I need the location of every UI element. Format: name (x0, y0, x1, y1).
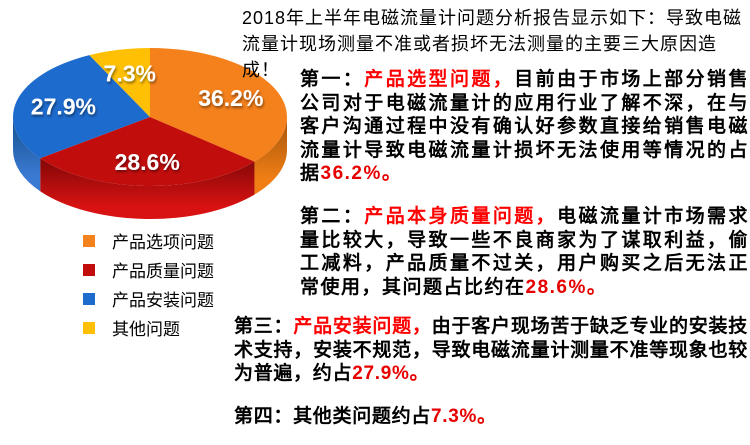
pie-slice (150, 48, 287, 162)
pie-slice-wall (40, 158, 255, 219)
report-title: 2018年上半年电磁流量计问题分析报告显示如下：导致电磁 流量计现场测量不准或者… (242, 5, 748, 83)
pie-value-label: 28.6% (115, 149, 180, 175)
text-segment: 产品安装问题， (293, 316, 432, 337)
legend-item: 产品质量问题 (83, 255, 214, 284)
text-segment: 由于客户现场苦于缺乏专业的安装技术支持，安装不规范，导致电磁流量计测量不准等现象… (234, 316, 749, 384)
pie-value-label: 7.3% (104, 60, 156, 86)
text-segment: 电磁流量计市场需求量比较大，导致一些不良商家为了谋取利益，偷工减料，产品质量不过… (300, 206, 749, 298)
paragraph-reason-3: 第三：产品安装问题，由于客户现场苦于缺乏专业的安装技术支持，安装不规范，导致电磁… (234, 315, 748, 386)
legend-label: 产品安装问题 (112, 291, 214, 310)
legend-label: 其他问题 (112, 320, 180, 339)
report-title-line1: 2018年上半年电磁流量计问题分析报告显示如下：导致电磁 (242, 8, 743, 28)
legend-swatch-blue (83, 292, 95, 305)
report-title-line2: 流量计现场测量不准或者损坏无法测量的主要三大原因造成！ (242, 34, 717, 80)
chart-legend: 产品选项问题 产品质量问题 产品安装问题 其他问题 (83, 226, 214, 342)
text-segment: 目前由于市场上部分销售公司对于电磁流量计的应用行业了解不深，在与客户沟通过程中没… (300, 69, 749, 184)
paragraph-reason-4: 第四：其他类问题约占7.3%。 (234, 405, 748, 429)
text-segment: 36.2%。 (320, 163, 403, 184)
text-segment: 第三： (234, 316, 294, 337)
legend-item: 产品安装问题 (83, 284, 214, 313)
text-segment: 7.3%。 (431, 406, 497, 427)
legend-label: 产品选项问题 (112, 233, 214, 252)
text-segment: 第一： (300, 69, 365, 90)
pie-slice (89, 48, 150, 117)
pie-value-label: 36.2% (198, 85, 263, 111)
pie-slice-wall (13, 117, 41, 192)
text-segment: 28.6%。 (525, 276, 608, 298)
legend-label: 产品质量问题 (112, 262, 214, 281)
text-segment: 第二： (300, 206, 365, 227)
legend-swatch-yellow (83, 321, 95, 334)
legend-item: 产品选项问题 (83, 226, 214, 255)
paragraph-reason-2: 第二：产品本身质量问题，电磁流量计市场需求量比较大，导致一些不良商家为了谋取利益… (300, 205, 749, 299)
legend-swatch-red (83, 263, 95, 276)
text-segment: 第四：其他类问题约占 (234, 406, 432, 427)
pie-chart-3d: 36.2% 28.6% 27.9% 7.3% (13, 48, 287, 219)
pie-slice (40, 117, 255, 186)
pie-slice (13, 55, 151, 159)
pie-value-label: 27.9% (31, 94, 96, 120)
text-segment: 27.9%。 (352, 363, 430, 384)
legend-item: 其他问题 (83, 313, 214, 342)
pie-slice-wall (254, 117, 287, 195)
text-segment: 产品本身质量问题， (364, 206, 558, 227)
legend-swatch-orange (83, 234, 95, 247)
paragraph-reason-1: 第一：产品选型问题，目前由于市场上部分销售公司对于电磁流量计的应用行业了解不深，… (300, 68, 749, 186)
text-segment: 产品选型问题， (364, 69, 515, 90)
